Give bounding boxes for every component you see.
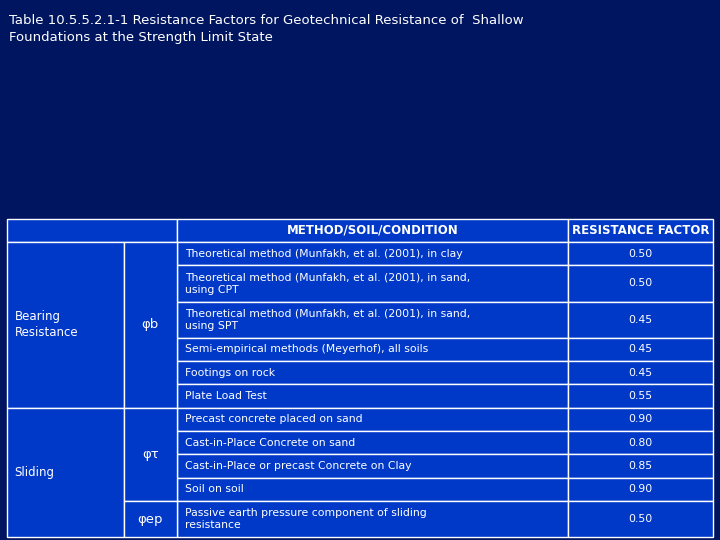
Text: Footings on rock: Footings on rock [185,368,275,378]
Text: Soil on soil: Soil on soil [185,484,244,495]
Text: RESISTANCE FACTOR: RESISTANCE FACTOR [572,224,709,237]
Text: Bearing
Resistance: Bearing Resistance [14,310,78,340]
Text: Cast-in-Place Concrete on sand: Cast-in-Place Concrete on sand [185,438,356,448]
Text: 0.90: 0.90 [629,414,652,424]
Text: 0.85: 0.85 [629,461,652,471]
Text: Table 10.5.5.2.1-1 Resistance Factors for Geotechnical Resistance of  Shallow
Fo: Table 10.5.5.2.1-1 Resistance Factors fo… [9,14,523,44]
Text: Passive earth pressure component of sliding
resistance: Passive earth pressure component of slid… [185,508,427,530]
Text: 0.45: 0.45 [629,368,652,378]
Text: Cast-in-Place or precast Concrete on Clay: Cast-in-Place or precast Concrete on Cla… [185,461,412,471]
Text: 0.90: 0.90 [629,484,652,495]
Text: Theoretical method (Munfakh, et al. (2001), in clay: Theoretical method (Munfakh, et al. (200… [185,249,463,259]
Text: Plate Load Test: Plate Load Test [185,391,267,401]
Text: METHOD/SOIL/CONDITION: METHOD/SOIL/CONDITION [287,224,458,237]
Text: 0.50: 0.50 [629,514,652,524]
Text: φep: φep [138,512,163,526]
Text: Precast concrete placed on sand: Precast concrete placed on sand [185,414,363,424]
Text: 0.55: 0.55 [629,391,652,401]
Text: 0.45: 0.45 [629,315,652,325]
Text: 0.80: 0.80 [629,438,652,448]
Text: φτ: φτ [142,448,158,461]
Text: Semi-empirical methods (Meyerhof), all soils: Semi-empirical methods (Meyerhof), all s… [185,345,428,354]
Text: Sliding: Sliding [14,466,55,479]
Text: 0.45: 0.45 [629,345,652,354]
Text: 0.50: 0.50 [629,279,652,288]
Text: Theoretical method (Munfakh, et al. (2001), in sand,
using SPT: Theoretical method (Munfakh, et al. (200… [185,308,470,331]
Text: Theoretical method (Munfakh, et al. (2001), in sand,
using CPT: Theoretical method (Munfakh, et al. (200… [185,272,470,295]
Text: 0.50: 0.50 [629,249,652,259]
Text: φb: φb [141,319,158,332]
